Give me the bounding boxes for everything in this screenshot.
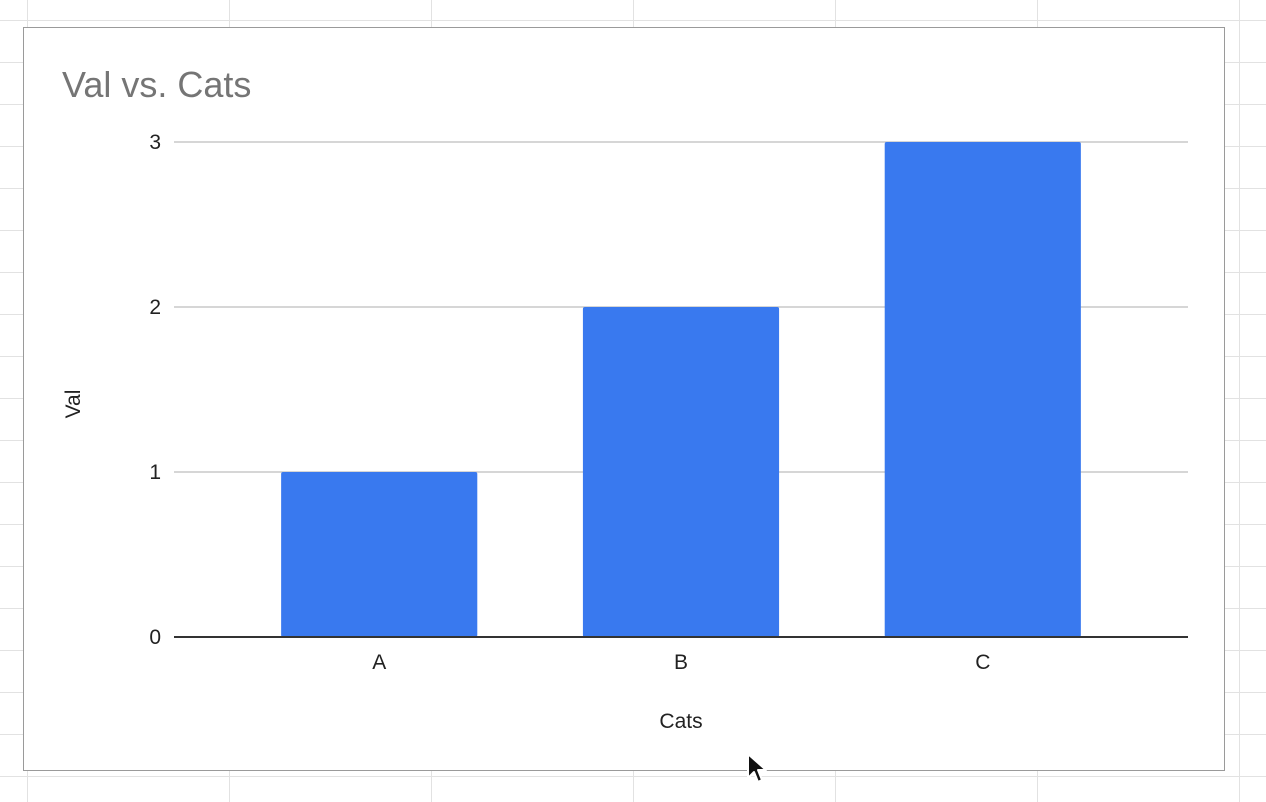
x-axis-ticks: A B C xyxy=(372,651,990,674)
bar-C[interactable] xyxy=(884,142,1081,637)
x-tick-label: A xyxy=(372,651,386,674)
chart-container[interactable]: Val vs. Cats 0 1 2 3 A B C Cats Val xyxy=(23,27,1225,771)
bar-A[interactable] xyxy=(281,472,478,637)
y-tick-label: 0 xyxy=(149,626,161,649)
bars xyxy=(281,142,1081,637)
y-tick-label: 3 xyxy=(149,131,161,154)
y-tick-label: 2 xyxy=(149,296,161,319)
y-tick-label: 1 xyxy=(149,461,161,484)
x-tick-label: C xyxy=(975,651,990,674)
mouse-pointer-icon xyxy=(747,753,767,783)
bar-chart: Val vs. Cats 0 1 2 3 A B C Cats Val xyxy=(62,64,1188,733)
x-tick-label: B xyxy=(674,651,688,674)
y-axis-label: Val xyxy=(62,390,85,419)
bar-B[interactable] xyxy=(582,307,780,637)
chart-title: Val vs. Cats xyxy=(62,64,251,105)
y-axis-ticks: 0 1 2 3 xyxy=(149,131,161,649)
x-axis-label: Cats xyxy=(659,710,702,733)
